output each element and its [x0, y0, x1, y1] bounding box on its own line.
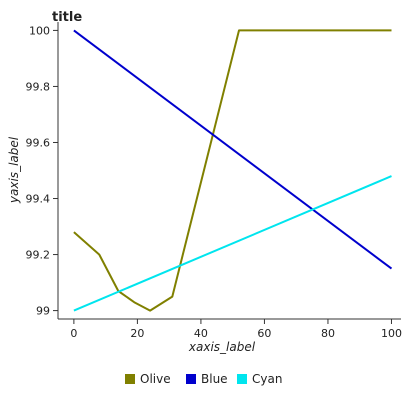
x-tick-label: 40 [194, 327, 208, 340]
plot-area: 0 20 40 60 80 100 99 99.2 99.4 99.6 99.8 100 [26, 22, 402, 340]
legend-label-olive: Olive [140, 372, 171, 386]
legend-label-cyan: Cyan [252, 372, 282, 386]
legend-swatch-blue [186, 374, 196, 384]
y-tick-label: 99.2 [26, 249, 51, 262]
chart-title: title [52, 10, 82, 25]
x-ticks: 0 20 40 60 80 100 [70, 319, 402, 340]
x-tick-label: 20 [130, 327, 144, 340]
x-axis-label: xaxis_label [188, 340, 256, 354]
legend-swatch-cyan [237, 374, 247, 384]
series-lines [73, 29, 393, 312]
y-tick-label: 99.8 [26, 80, 51, 93]
legend-swatch-olive [125, 374, 135, 384]
x-tick-label: 80 [321, 327, 335, 340]
y-ticks: 99 99.2 99.4 99.6 99.8 100 [26, 24, 58, 318]
series-line-cyan [73, 175, 392, 312]
x-tick-label: 100 [381, 327, 402, 340]
y-axis-title: yaxis_label [7, 136, 21, 204]
x-tick-label: 0 [70, 327, 77, 340]
y-tick-label: 99.4 [26, 193, 51, 206]
y-tick-label: 99 [36, 305, 50, 318]
y-tick-label: 99.6 [26, 136, 51, 149]
series-line-blue [73, 29, 393, 270]
legend: Olive Blue Cyan [125, 372, 282, 386]
y-axis-label: yaxis_label [7, 136, 21, 204]
y-tick-label: 100 [29, 24, 50, 37]
x-tick-label: 60 [257, 327, 271, 340]
series-line-olive [73, 29, 392, 312]
legend-label-blue: Blue [201, 372, 228, 386]
